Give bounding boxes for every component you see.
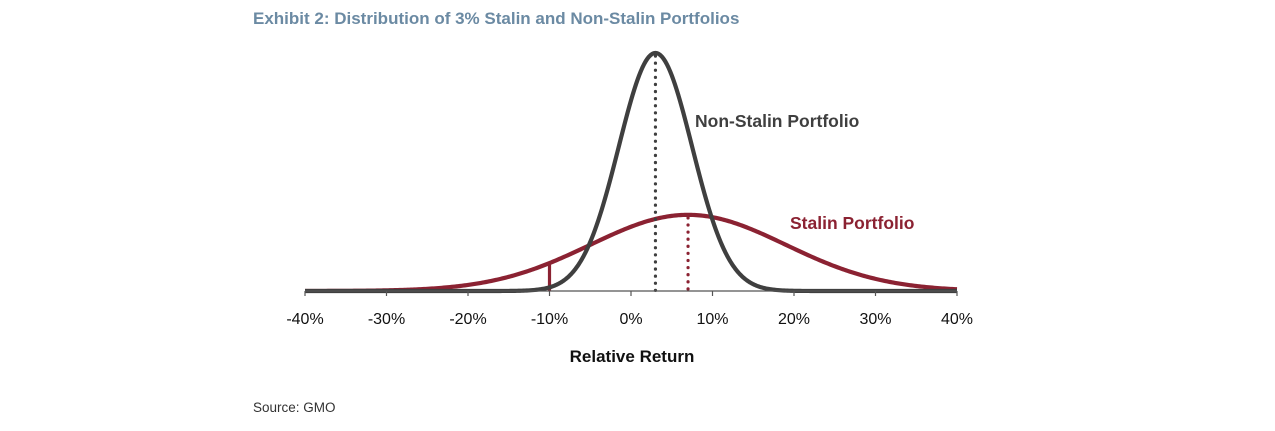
x-tick-label: -10% bbox=[531, 311, 568, 328]
x-tick-label: 10% bbox=[696, 311, 728, 328]
non-stalin-portfolio-label: Non-Stalin Portfolio bbox=[695, 111, 859, 131]
x-tick-label: 20% bbox=[778, 311, 810, 328]
x-tick-label: 0% bbox=[619, 311, 642, 328]
stalin-portfolio-label: Stalin Portfolio bbox=[790, 213, 914, 233]
curves-layer bbox=[304, 50, 958, 294]
source-note: Source: GMO bbox=[253, 400, 336, 415]
non-stalin-portfolio-curve bbox=[304, 50, 958, 294]
x-tick-label: 30% bbox=[859, 311, 891, 328]
x-tick-label: -40% bbox=[286, 311, 323, 328]
series-labels: Non-Stalin Portfolio Stalin Portfolio bbox=[695, 111, 914, 233]
x-axis-label: Relative Return bbox=[570, 347, 695, 366]
x-tick-label: -20% bbox=[449, 311, 486, 328]
x-tick-label: -30% bbox=[368, 311, 405, 328]
chart-title: Exhibit 2: Distribution of 3% Stalin and… bbox=[253, 9, 740, 28]
x-axis-ticks: -40% -30% -20% -10% 0% 10% 20% 30% 40% bbox=[286, 291, 973, 328]
x-tick-label: 40% bbox=[941, 311, 973, 328]
